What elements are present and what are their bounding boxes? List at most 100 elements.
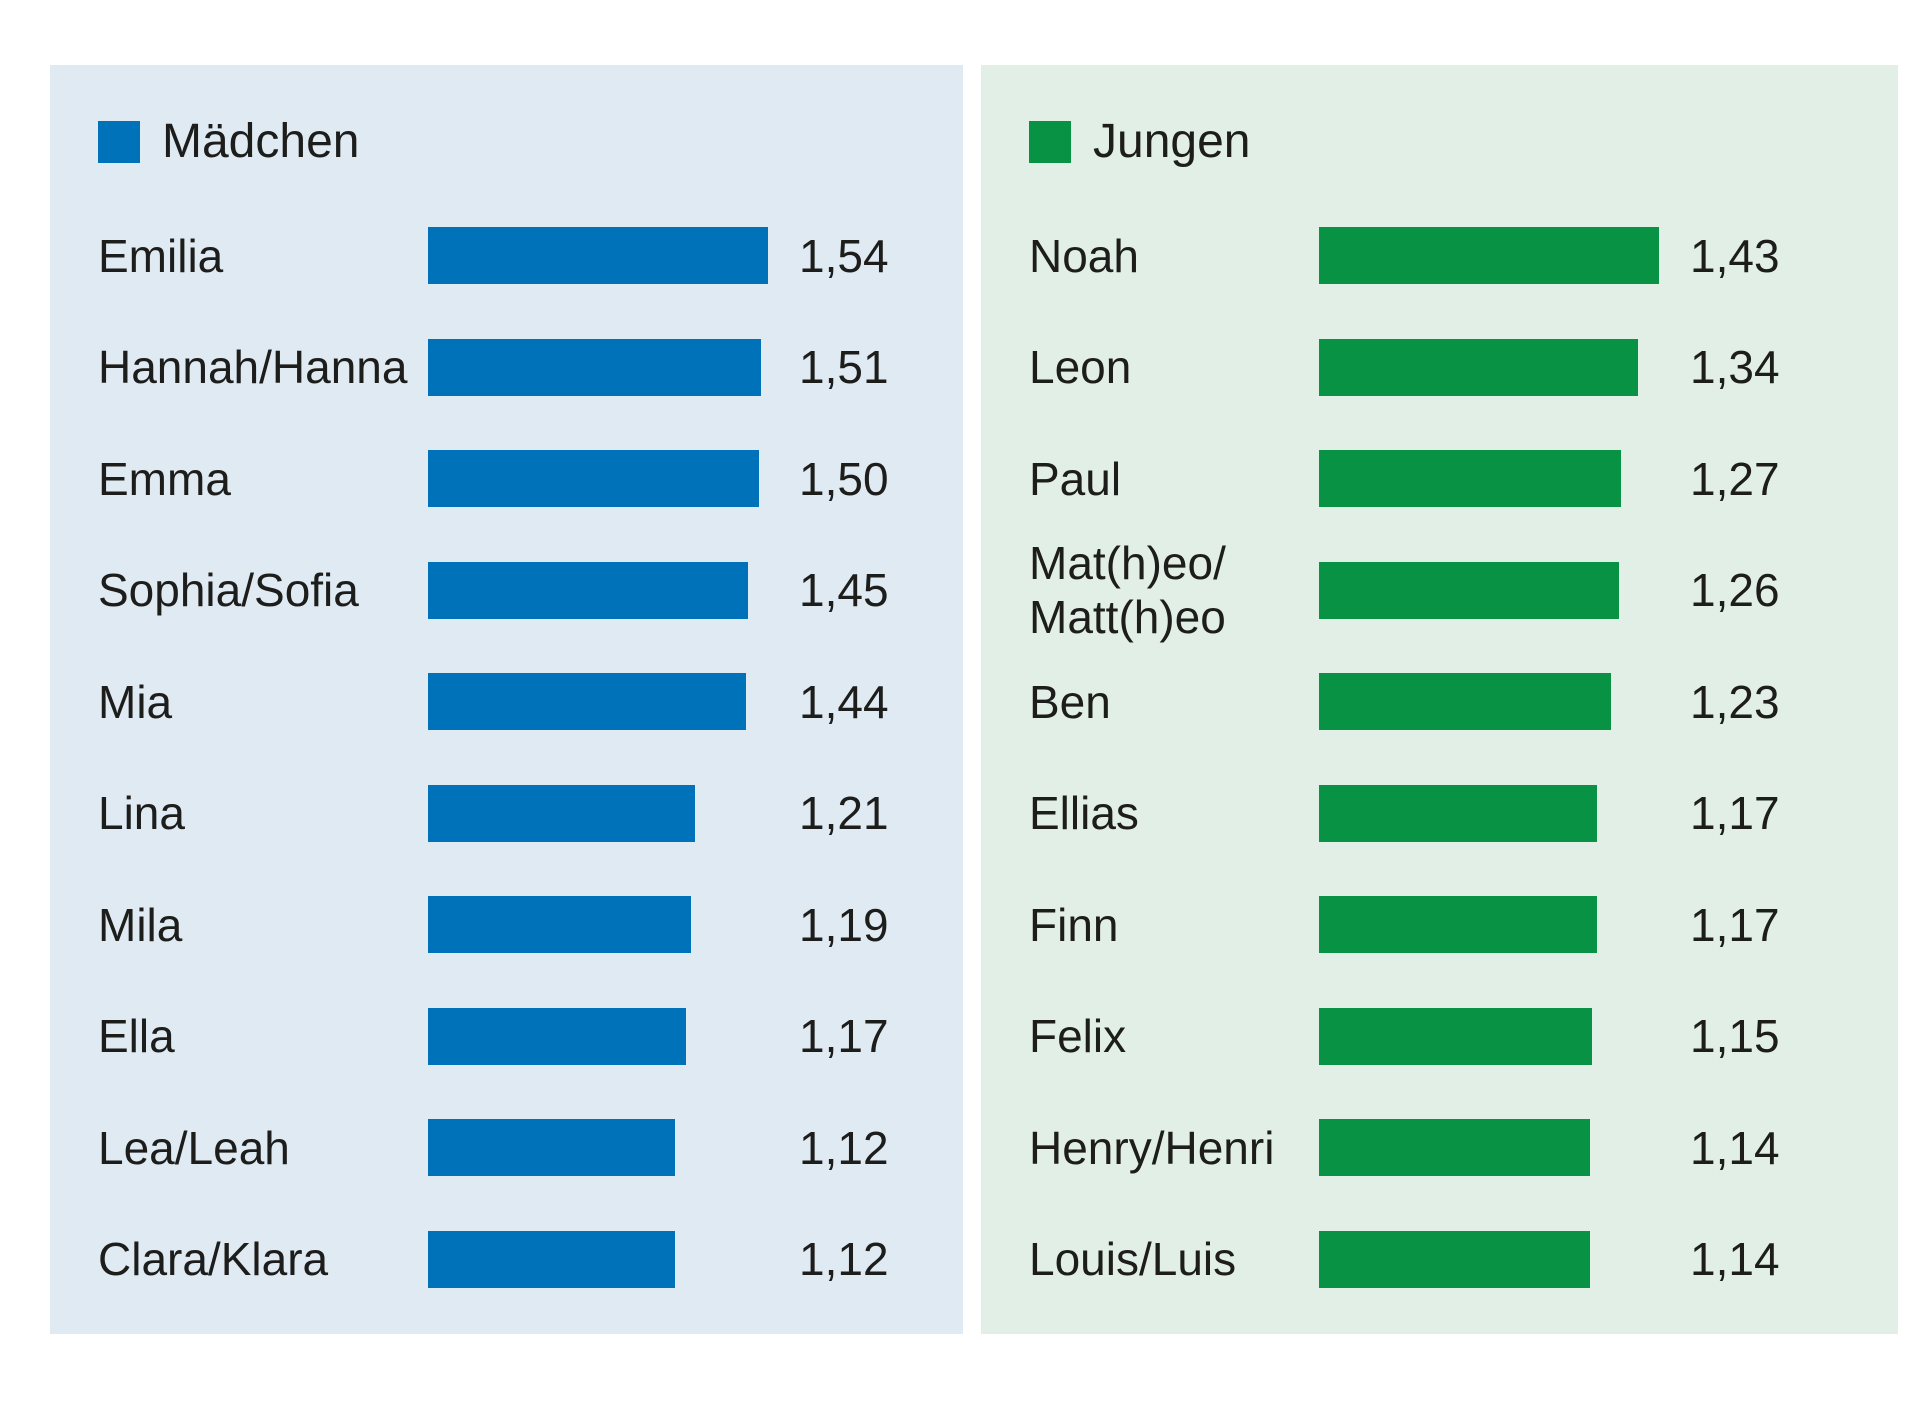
value-label: 1,23 [1690,675,1780,728]
value-label: 1,45 [799,564,889,617]
value-label: 1,21 [799,787,889,840]
category-label: Mila [98,898,183,951]
girls-legend: Mädchen [98,114,963,168]
category-label: Lea/Leah [98,1121,290,1174]
category-label: Emilia [98,229,224,282]
boys-bar-rows: Noah 1,43 Leon 1,34 Paul 1,27 Mat(h)eo/ … [1029,200,1898,1315]
bar-row: Emilia 1,54 [98,200,963,312]
boys-chart-panel: Jungen Noah 1,43 Leon 1,34 Paul 1,27 Mat… [981,65,1898,1334]
bar-row: Sophia/Sofia 1,45 [98,535,963,647]
value-label: 1,19 [799,898,889,951]
value-label: 1,17 [1690,898,1780,951]
bar [428,784,695,842]
bar [428,896,691,954]
bar-zone [428,1119,799,1177]
value-label: 1,50 [799,452,889,505]
bar [428,561,748,619]
value-label: 1,34 [1690,341,1780,394]
bar-row: Mat(h)eo/ Matt(h)eo 1,26 [1029,535,1898,647]
bar-zone [1319,1230,1690,1288]
bar [428,1119,675,1177]
value-label: 1,14 [1690,1233,1780,1286]
category-label: Ellias [1029,787,1139,840]
category-label: Hannah/Hanna [98,341,408,394]
bar-zone [428,1230,799,1288]
bar-zone [428,338,799,396]
bar [1319,784,1597,842]
bar-zone [428,1007,799,1065]
category-label: Leon [1029,341,1132,394]
bar-zone [428,227,799,285]
bar-zone [1319,338,1690,396]
bar-row: Lea/Leah 1,12 [98,1092,963,1204]
bar-row: Ben 1,23 [1029,646,1898,758]
category-label: Ella [98,1010,175,1063]
category-label: Paul [1029,452,1122,505]
bar [1319,338,1638,396]
bar-row: Ella 1,17 [98,981,963,1093]
bar [428,338,761,396]
bar-row: Clara/Klara 1,12 [98,1204,963,1316]
bar-row: Lina 1,21 [98,758,963,870]
bar-zone [1319,1119,1690,1177]
girls-legend-label: Mädchen [162,114,360,168]
value-label: 1,27 [1690,452,1780,505]
bar-zone [428,450,799,508]
category-label: Clara/Klara [98,1233,329,1286]
bar [1319,450,1621,508]
bar-row: Emma 1,50 [98,423,963,535]
bar-zone [428,673,799,731]
category-label: Sophia/Sofia [98,564,359,617]
bar-row: Mia 1,44 [98,646,963,758]
bar [1319,227,1659,285]
bar [1319,1119,1590,1177]
bar-zone [428,561,799,619]
category-label: Mia [98,675,173,728]
bar-zone [1319,784,1690,842]
bar-zone [1319,1007,1690,1065]
value-label: 1,26 [1690,564,1780,617]
category-label: Emma [98,452,231,505]
value-label: 1,17 [799,1010,889,1063]
bar-zone [428,896,799,954]
category-label: Ben [1029,675,1111,728]
value-label: 1,51 [799,341,889,394]
value-label: 1,12 [799,1233,889,1286]
bar-row: Hannah/Hanna 1,51 [98,312,963,424]
bar [428,1007,686,1065]
bar-zone [1319,227,1690,285]
bar [428,450,759,508]
boys-legend: Jungen [1029,114,1898,168]
girls-chart-panel: Mädchen Emilia 1,54 Hannah/Hanna 1,51 Em… [50,65,963,1334]
bar [428,1230,675,1288]
bar-zone [1319,561,1690,619]
boys-legend-label: Jungen [1093,114,1251,168]
value-label: 1,44 [799,675,889,728]
bar-zone [1319,673,1690,731]
bar-row: Henry/Henri 1,14 [1029,1092,1898,1204]
bar-row: Louis/Luis 1,14 [1029,1204,1898,1316]
bar-row: Mila 1,19 [98,869,963,981]
bar-row: Felix 1,15 [1029,981,1898,1093]
value-label: 1,54 [799,229,889,282]
bar [1319,1230,1590,1288]
bar-row: Finn 1,17 [1029,869,1898,981]
value-label: 1,17 [1690,787,1780,840]
bar [428,227,768,285]
value-label: 1,43 [1690,229,1780,282]
bar-row: Paul 1,27 [1029,423,1898,535]
bar [1319,673,1611,731]
bar-row: Noah 1,43 [1029,200,1898,312]
boys-legend-color-swatch [1029,120,1071,163]
value-label: 1,12 [799,1121,889,1174]
category-label: Lina [98,787,185,840]
girls-legend-color-swatch [98,120,140,163]
bar-row: Leon 1,34 [1029,312,1898,424]
bar [1319,896,1597,954]
category-label: Felix [1029,1010,1127,1063]
bar [1319,1007,1592,1065]
category-label: Louis/Luis [1029,1233,1237,1286]
bar-row: Ellias 1,17 [1029,758,1898,870]
bar [428,673,746,731]
bar [1319,561,1619,619]
